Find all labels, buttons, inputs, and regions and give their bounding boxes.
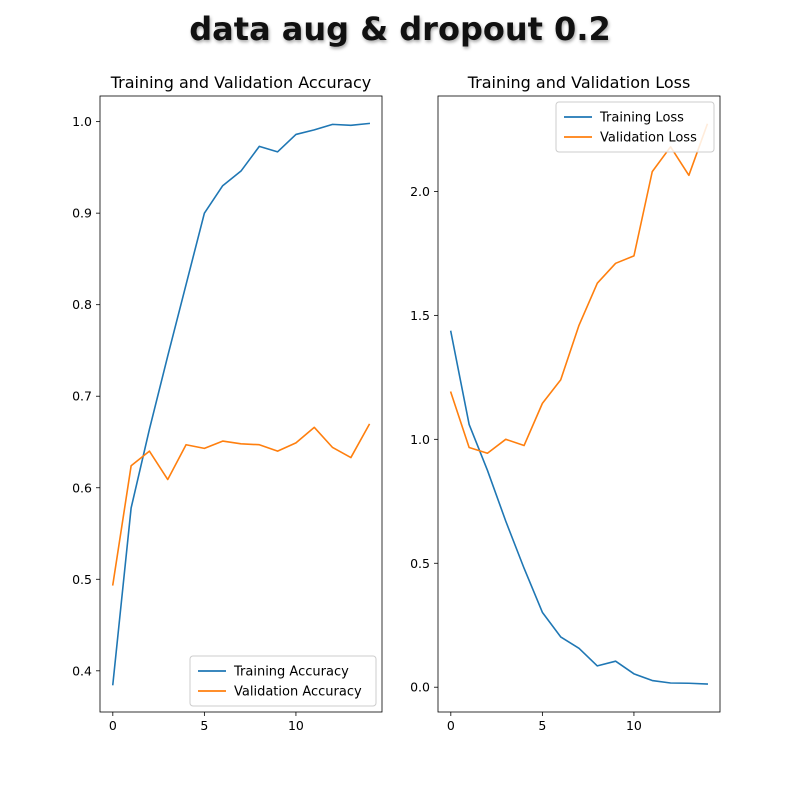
accuracy-legend: Training Accuracy Validation Accuracy [189, 655, 377, 707]
y-tick-label: 1.5 [410, 308, 430, 323]
x-tick-label: 0 [447, 718, 455, 733]
x-tick-label: 5 [538, 718, 546, 733]
axes-frame [99, 95, 383, 713]
axes-frame [437, 95, 721, 713]
y-tick-label: 0.9 [72, 206, 92, 221]
y-tick-label: 0.6 [72, 480, 92, 495]
loss-chart: Training and Validation Loss 0 5 10 0.0 0.5 1.… [410, 73, 721, 733]
y-tick-label: 0.4 [72, 663, 92, 678]
y-tick-label: 0.7 [72, 389, 92, 404]
x-tick-label: 5 [200, 718, 208, 733]
legend-label: Training Accuracy [233, 665, 349, 680]
x-tick-label: 10 [626, 718, 642, 733]
loss-chart-title: Training and Validation Loss [467, 73, 691, 92]
y-tick-label: 2.0 [410, 184, 430, 199]
legend-box [189, 655, 377, 707]
series-line-training-accuracy [111, 122, 371, 686]
x-tick-label: 10 [288, 718, 304, 733]
loss-legend: Training Loss Validation Loss [555, 101, 715, 153]
series-line-training-loss [449, 330, 709, 685]
legend-label: Training Loss [599, 111, 684, 126]
y-tick-label: 0.5 [410, 556, 430, 571]
x-tick-label: 0 [109, 718, 117, 733]
y-tick-label: 0.5 [72, 572, 92, 587]
series-line-validation-accuracy [111, 423, 371, 586]
y-tick-label: 0.8 [72, 297, 92, 312]
legend-label: Validation Accuracy [234, 685, 362, 700]
accuracy-chart-title: Training and Validation Accuracy [110, 73, 372, 92]
y-tick-label: 1.0 [410, 432, 430, 447]
legend-label: Validation Loss [600, 131, 697, 146]
y-tick-label: 0.0 [410, 680, 430, 695]
figure-title: data aug & dropout 0.2 [189, 10, 611, 48]
legend-box [555, 101, 715, 153]
accuracy-chart: Training and Validation Accuracy 0 5 10 0.4 0… [72, 73, 383, 733]
series-line-validation-loss [449, 123, 709, 455]
y-tick-label: 1.0 [72, 114, 92, 129]
